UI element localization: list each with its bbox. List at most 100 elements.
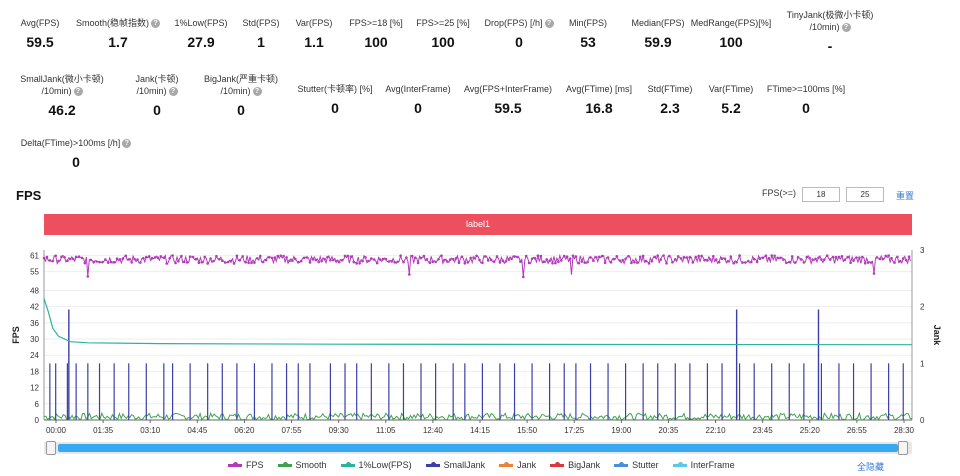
fps-point — [355, 262, 359, 265]
fps-point — [340, 258, 344, 262]
label-bar[interactable]: label1 — [44, 214, 912, 235]
legend-item[interactable]: 1%Low(FPS) — [340, 460, 412, 470]
fps-point — [747, 259, 750, 263]
y-tick-label: 61 — [30, 251, 39, 260]
legend-item[interactable]: InterFrame — [672, 460, 735, 470]
fps-point — [410, 254, 414, 258]
help-icon[interactable]: ? — [841, 23, 851, 33]
legend-item[interactable]: SmallJank — [425, 460, 485, 470]
legend-item[interactable]: Stutter — [614, 460, 659, 470]
stat-label-text: FPS>=18 [%] — [349, 18, 403, 28]
hide-all-link[interactable]: 全隐藏 — [857, 462, 885, 472]
fps-point — [425, 258, 429, 261]
fps-point — [63, 256, 66, 259]
fps-point — [706, 259, 709, 262]
fps-point — [595, 256, 598, 259]
fps-point — [805, 255, 809, 259]
stat-label-text: MedRange(FPS)[%] — [690, 18, 772, 28]
stat-label-text: Avg(FTime) [ms] — [565, 84, 632, 94]
fps-point — [665, 262, 668, 265]
fps-point — [413, 256, 417, 259]
stat-tinyjank: TinyJank(极微小卡顿) /10min)? - — [770, 9, 890, 54]
fps-point — [583, 261, 586, 264]
fps-point — [375, 261, 379, 265]
fps-point — [326, 255, 329, 259]
fps-point — [545, 258, 548, 261]
fps-point — [796, 256, 800, 259]
fps-point — [86, 275, 90, 278]
fps-point — [904, 258, 908, 262]
help-icon[interactable]: ? — [73, 87, 83, 97]
reset-link[interactable]: 重置 — [896, 191, 915, 201]
fps-point — [250, 261, 253, 265]
fps-point — [486, 259, 490, 262]
fps-point — [752, 257, 756, 261]
help-icon[interactable]: ? — [168, 87, 178, 97]
legend-item[interactable]: BigJank — [550, 460, 600, 470]
fps-point — [878, 257, 882, 261]
legend-label: InterFrame — [690, 460, 735, 470]
fps-threshold-input-b[interactable]: 25 — [846, 187, 884, 202]
stat-smalljank: SmallJank(微小卡顿) /10min)? 46.2 — [2, 73, 122, 118]
help-icon[interactable]: ? — [544, 19, 554, 29]
fps-point — [510, 257, 513, 261]
fps-point — [98, 260, 101, 264]
legend-label: Stutter — [632, 460, 659, 470]
legend-item[interactable]: Jank — [499, 460, 536, 470]
legend-label: Jank — [517, 460, 537, 470]
fps-point — [863, 261, 867, 265]
fps-point — [679, 257, 683, 260]
stat-label-unit: /10min) — [220, 86, 251, 96]
timeline-scroll-handle-right[interactable] — [898, 441, 908, 455]
fps-section-title: FPS — [16, 188, 42, 203]
y2-tick-label: 2 — [920, 303, 925, 312]
fps-point — [852, 259, 855, 262]
legend-swatch — [277, 462, 292, 468]
fps-point — [118, 258, 122, 261]
fps-point — [489, 258, 493, 262]
fps-point — [200, 260, 204, 264]
fps-point — [69, 257, 72, 261]
fps-point — [314, 258, 318, 262]
stat-label-text: BigJank(严重卡顿) — [203, 74, 278, 84]
fps-point — [869, 261, 873, 264]
fps-point — [814, 257, 817, 261]
fps-point — [858, 256, 861, 259]
timeline-scroll-handle-left[interactable] — [46, 441, 56, 455]
stat-label-text: 1%Low(FPS) — [174, 18, 228, 28]
fps-point — [475, 254, 478, 258]
x-tick-label: 03:10 — [140, 426, 161, 435]
legend-item[interactable]: FPS — [228, 460, 264, 470]
fps-threshold-input-a[interactable]: 18 — [802, 187, 840, 202]
help-icon[interactable]: ? — [151, 19, 160, 29]
fps-point — [630, 261, 633, 265]
fps-point — [51, 259, 55, 263]
fps-point — [209, 257, 212, 260]
help-icon[interactable]: ? — [122, 139, 132, 149]
x-tick-label: 04:45 — [187, 426, 208, 435]
stat-label: Std(FTime) — [610, 83, 730, 95]
fps-point — [428, 261, 432, 264]
stat-stutter: Stutter(卡顿率) [%] 0 — [275, 83, 395, 116]
legend-item[interactable]: Smooth — [277, 460, 327, 470]
stat-avg-ftime: Avg(FTime) [ms] 16.8 — [539, 83, 659, 116]
fps-point — [346, 254, 350, 258]
legend-swatch — [614, 462, 629, 468]
fps-point — [712, 255, 715, 258]
fps-point — [533, 257, 537, 260]
fps-point — [89, 258, 93, 262]
stat-label: Min(FPS) — [528, 17, 648, 29]
stat-label: SmallJank(微小卡顿) /10min)? — [2, 73, 122, 97]
timeline-scroll-range[interactable] — [58, 444, 898, 452]
x-tick-label: 11:05 — [376, 426, 396, 435]
fps-point — [682, 255, 686, 259]
stat-value: 100 — [364, 34, 388, 50]
fps-point — [405, 256, 408, 259]
stat-avg-fps: Avg(FPS) 59.5 — [0, 17, 100, 50]
fps-point — [387, 260, 391, 263]
help-icon[interactable]: ? — [252, 87, 262, 97]
fps-point — [115, 257, 119, 260]
fps-point — [846, 255, 849, 259]
fps-point — [785, 261, 788, 265]
fps-point — [124, 254, 128, 258]
